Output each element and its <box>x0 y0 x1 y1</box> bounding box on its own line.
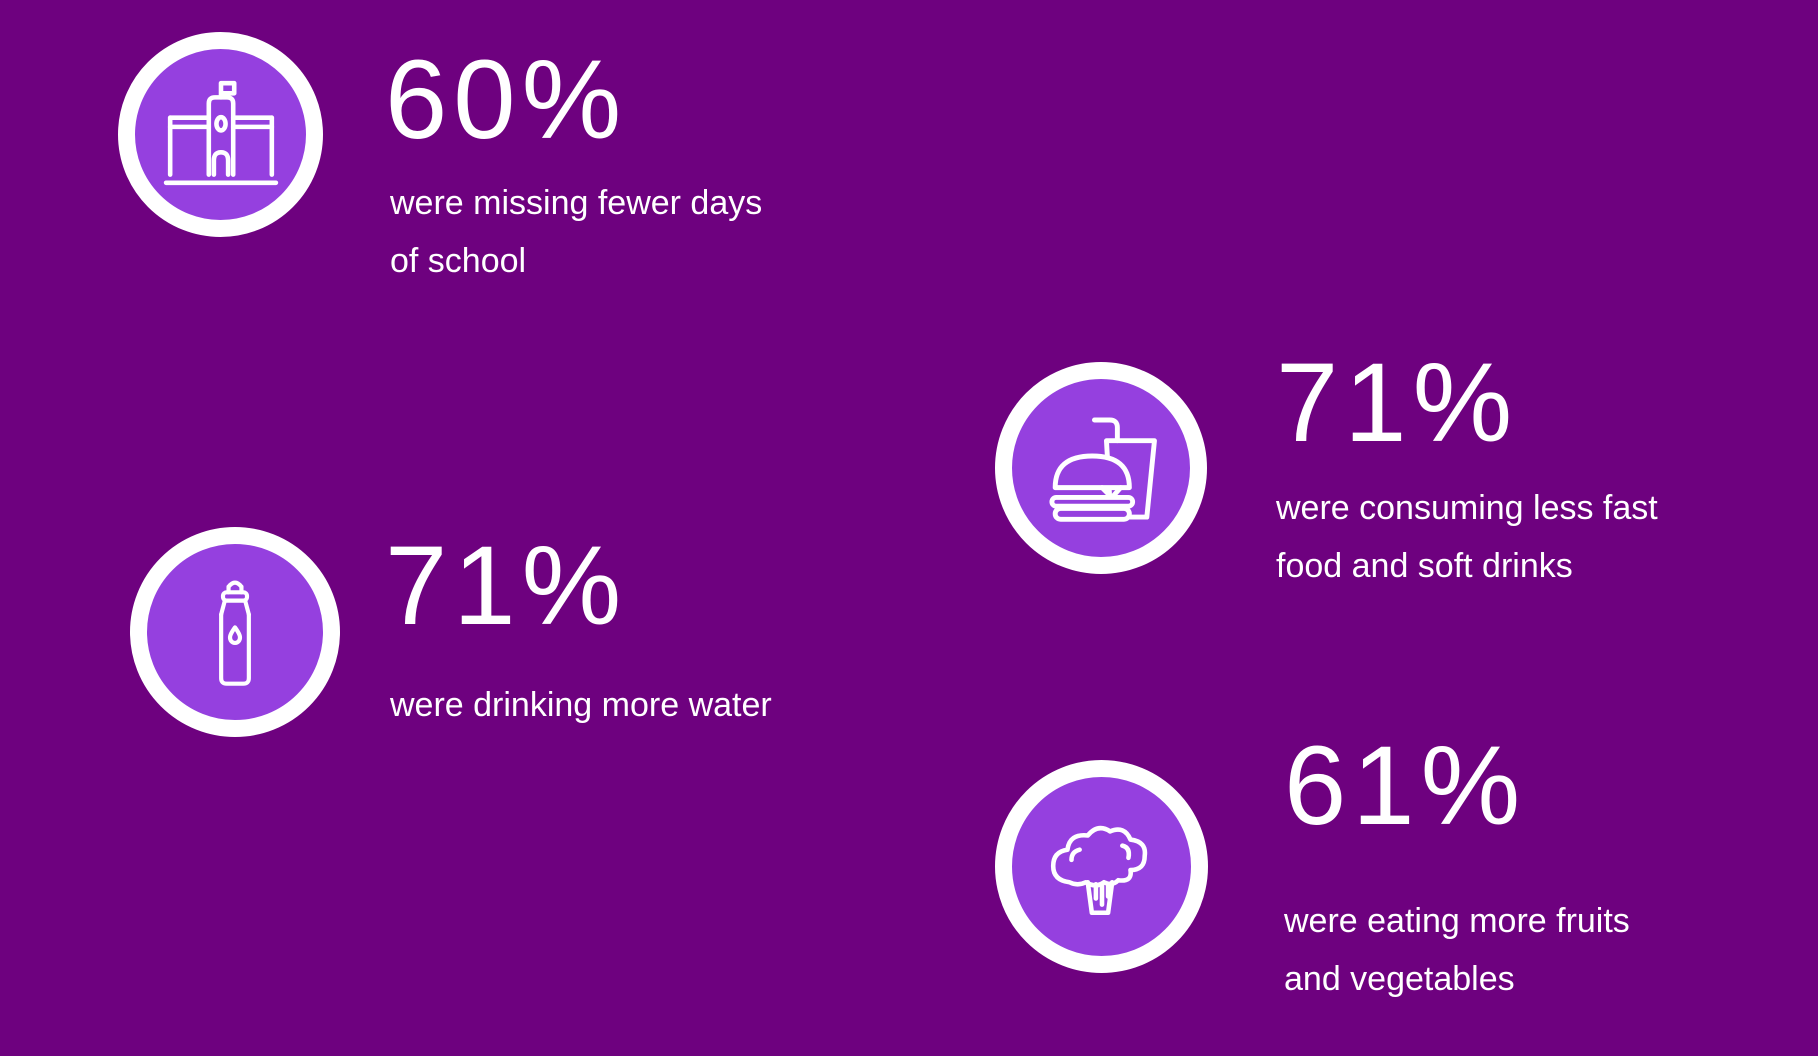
stat-percent: 71% <box>385 523 628 648</box>
stat-description-line: were missing fewer days <box>390 184 763 222</box>
stat-description-line: were drinking more water <box>390 686 772 724</box>
produce-badge <box>995 760 1208 973</box>
stat-description-line: and vegetables <box>1284 960 1515 998</box>
broccoli-icon <box>1050 825 1147 915</box>
stat-description: were consuming less fast food and soft d… <box>1276 479 1658 595</box>
water-bottle-icon <box>219 580 251 686</box>
stat-description: were missing fewer days of school <box>390 174 762 290</box>
fast-food-badge <box>995 362 1207 574</box>
stat-description-line: of school <box>390 242 527 280</box>
stat-description-line: food and soft drinks <box>1276 547 1573 585</box>
stat-description-line: were eating more fruits <box>1284 902 1630 940</box>
fast-food-icon <box>1049 417 1157 522</box>
stat-description-line: were consuming less fast <box>1276 489 1658 527</box>
school-badge <box>118 32 323 237</box>
stat-percent: 71% <box>1276 340 1519 465</box>
school-icon <box>163 80 278 185</box>
stat-description: were drinking more water <box>390 676 772 734</box>
stat-percent: 60% <box>385 37 628 162</box>
stat-percent: 61% <box>1284 723 1527 848</box>
water-badge <box>130 527 340 737</box>
stat-description: were eating more fruits and vegetables <box>1284 892 1630 1008</box>
